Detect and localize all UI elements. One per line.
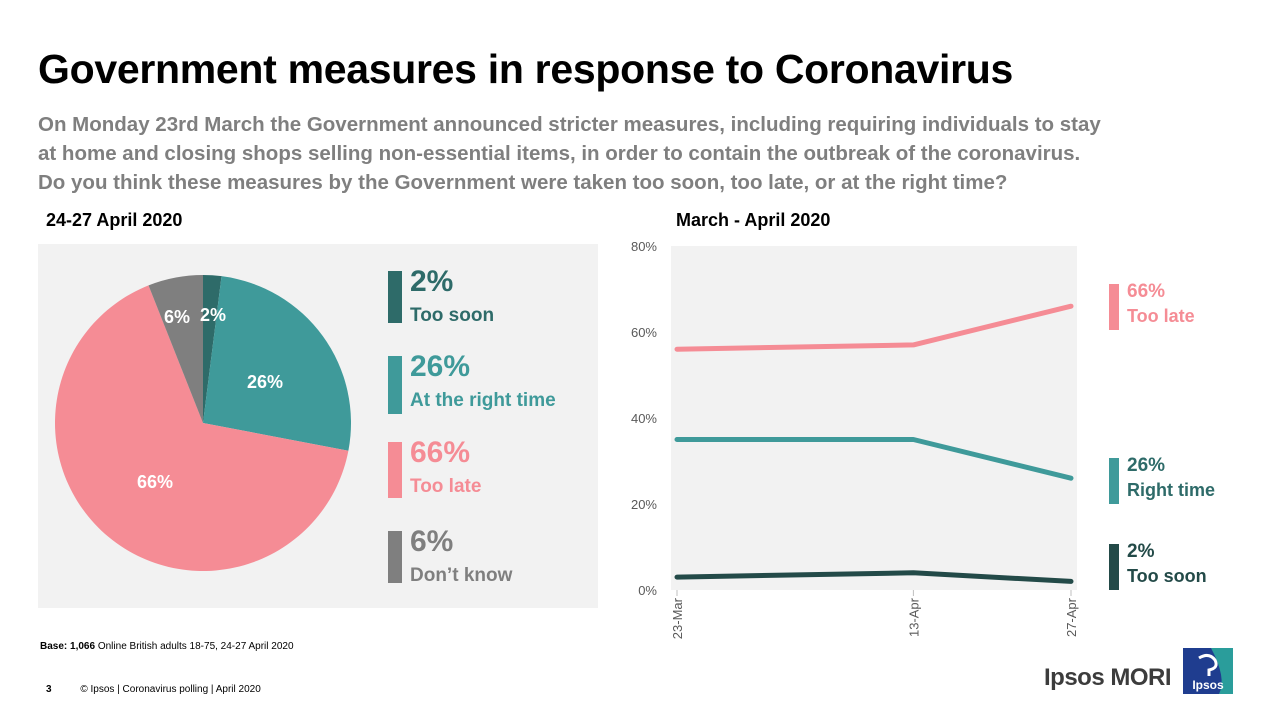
page-number: 3 <box>46 684 52 695</box>
y-tick-label: 60% <box>631 325 657 340</box>
pie-chart: 2% 26% 66% 6% <box>55 275 351 572</box>
x-tick-label: 27-Apr <box>1064 597 1079 637</box>
line-series-too-soon <box>674 570 1074 584</box>
series-too-soon-swatch <box>1109 544 1119 590</box>
page-title: Government measures in response to Coron… <box>38 46 1014 92</box>
y-tick-label: 80% <box>631 239 657 254</box>
legend-too-soon-swatch <box>388 271 402 323</box>
legend-too-soon-label: Too soon <box>410 305 495 326</box>
series-too-late-end-value: 66% <box>1127 281 1166 302</box>
question-line-2: at home and closing shops selling non-es… <box>38 142 1081 165</box>
pie-slice-dont-know <box>148 275 203 423</box>
question-line-3: Do you think these measures by the Gover… <box>38 171 1008 194</box>
pie-label-too-soon: 2% <box>200 305 226 325</box>
base-text: Online British adults 18-75, 24-27 April… <box>97 641 294 652</box>
series-too-late-name: Too late <box>1127 306 1195 326</box>
base-note: Base: 1,066 Online British adults 18-75,… <box>40 641 294 652</box>
copyright-text: © Ipsos | Coronavirus polling | April 20… <box>80 684 261 695</box>
base-label: Base: <box>40 641 68 652</box>
pie-chart-panel: 2% 26% 66% 6% 2% Too soon 26% At the right … <box>38 244 598 608</box>
legend-right-time-label: At the right time <box>410 390 556 411</box>
footer: 3 © Ipsos | Coronavirus polling | April … <box>46 684 261 695</box>
line-chart-title: March - April 2020 <box>676 210 831 230</box>
legend-right-time-swatch <box>388 356 402 414</box>
legend-right-time-value: 26% <box>410 350 471 383</box>
x-tick-label: 23-Mar <box>670 597 685 639</box>
legend-too-late-label: Too late <box>410 476 482 497</box>
pie-label-dont-know: 6% <box>164 307 190 327</box>
ipsos-logo-icon: Ipsos <box>1183 648 1233 694</box>
series-right-time-name: Right time <box>1127 480 1215 500</box>
line-series-too-late <box>674 303 1074 352</box>
series-too-soon-end-value: 2% <box>1127 541 1155 562</box>
series-right-time-end-value: 26% <box>1127 455 1166 476</box>
legend-too-soon-value: 2% <box>410 265 454 298</box>
series-too-late-swatch <box>1109 284 1119 330</box>
question-text: On Monday 23rd March the Government anno… <box>38 110 1238 197</box>
y-tick-label: 40% <box>631 411 657 426</box>
y-tick-label: 0% <box>638 583 657 598</box>
series-too-soon-name: Too soon <box>1127 566 1207 586</box>
pie-label-too-late: 66% <box>137 472 173 492</box>
legend-dont-know-value: 6% <box>410 525 454 558</box>
legend-dont-know-swatch <box>388 531 402 583</box>
y-tick-label: 20% <box>631 497 657 512</box>
base-count: 1,066 <box>70 641 96 652</box>
plot-area <box>671 246 1077 590</box>
pie-slice-right-time <box>203 276 351 451</box>
line-series-right-time <box>674 437 1074 481</box>
pie-slice-too-late <box>55 285 349 572</box>
line-chart: 0% 20% 40% 60% 80% 23-Mar 13-Apr 27-Apr <box>631 239 1079 639</box>
brand-name: Ipsos MORI <box>1044 664 1172 691</box>
x-tick-label: 13-Apr <box>906 597 921 637</box>
series-right-time-swatch <box>1109 458 1119 504</box>
pie-chart-title: 24-27 April 2020 <box>46 210 183 230</box>
legend-too-late-value: 66% <box>410 436 471 469</box>
pie-slice-too-soon <box>203 275 222 423</box>
legend-too-late-swatch <box>388 442 402 498</box>
legend-dont-know-label: Don’t know <box>410 565 513 586</box>
logo-text: Ipsos <box>1192 678 1224 692</box>
question-line-1: On Monday 23rd March the Government anno… <box>38 113 1101 136</box>
pie-label-right-time: 26% <box>247 372 283 392</box>
